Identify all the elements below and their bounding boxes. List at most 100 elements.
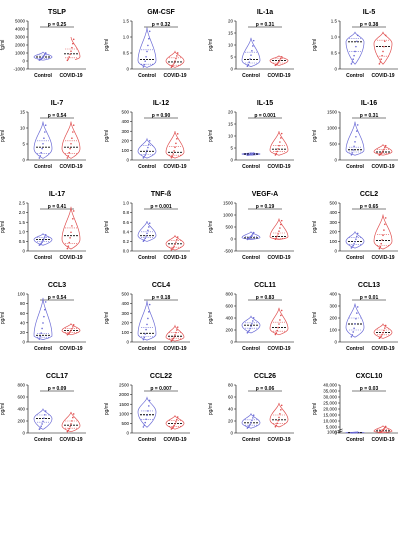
violin-covid [373, 31, 393, 65]
data-point [44, 52, 47, 54]
data-point [44, 308, 46, 311]
data-point [356, 232, 359, 235]
data-point [66, 247, 69, 250]
y-tick-label: 200 [225, 328, 233, 333]
y-tick-label: 60 [228, 395, 234, 400]
data-point [381, 239, 383, 241]
data-point [40, 151, 42, 154]
data-point [173, 336, 175, 338]
data-point [354, 240, 356, 243]
data-point [174, 423, 176, 425]
data-point [350, 336, 353, 338]
p-value-label: p = 0.001 [254, 113, 275, 119]
y-axis-label: pg/ml [312, 221, 318, 233]
y-tick-label: 35,000 [323, 389, 337, 394]
data-point [42, 56, 44, 58]
chart-title: CCL2 [360, 191, 378, 198]
data-point [44, 236, 46, 238]
y-tick-label: 3000 [15, 35, 26, 40]
p-value-label: p = 0.32 [152, 22, 171, 28]
y-tick-label: 5 [230, 146, 233, 151]
y-tick-label: 0.5 [19, 239, 26, 244]
y-tick-label: 200 [17, 419, 25, 424]
y-tick-label: 500 [121, 292, 129, 297]
data-point [176, 52, 179, 54]
data-point [143, 155, 146, 158]
data-point [70, 231, 72, 234]
x-category-label: Control [34, 437, 52, 443]
data-point [146, 414, 148, 417]
data-point [68, 56, 70, 58]
data-point [350, 154, 353, 156]
data-point [251, 419, 253, 422]
data-point [70, 142, 72, 145]
data-point [275, 152, 278, 155]
p-value-label: p = 0.90 [152, 113, 171, 119]
data-point [142, 66, 145, 68]
data-point [380, 58, 383, 61]
y-tick-label: 40 [20, 320, 26, 325]
data-point [355, 317, 357, 320]
x-category-label: Control [34, 346, 52, 352]
data-point [353, 54, 355, 57]
y-tick-label: 200 [329, 316, 337, 321]
data-point [384, 34, 387, 37]
data-point [279, 141, 281, 143]
data-point [72, 326, 74, 328]
data-point [249, 327, 251, 330]
data-point [147, 317, 149, 320]
data-point [176, 238, 178, 241]
data-point [381, 54, 383, 57]
y-tick-label: 20 [228, 419, 234, 424]
y-tick-label: 500 [121, 421, 129, 426]
y-axis-label: pg/ml [104, 403, 110, 415]
data-point [173, 150, 175, 152]
data-point [43, 137, 45, 139]
violin-covid [373, 214, 393, 250]
data-point [41, 241, 43, 243]
y-tick-label: 4000 [15, 27, 26, 32]
data-point [146, 50, 148, 53]
data-point [72, 217, 74, 220]
p-value-label: p = 0.31 [256, 22, 275, 28]
y-tick-label: 1500 [327, 110, 338, 115]
y-tick-label: 2000 [15, 43, 26, 48]
data-point [354, 141, 356, 143]
y-tick-label: 0 [334, 67, 337, 72]
chart-panel-il-5: IL-5 0 0.5 1.0 1.5 pg/ml p = 0.38 Control COVID-… [312, 9, 398, 79]
data-point [251, 322, 253, 325]
y-tick-label: 1000 [327, 126, 338, 131]
y-tick-label: 500 [329, 201, 337, 206]
y-axis-label: pg/ml [208, 312, 214, 324]
data-point [172, 153, 174, 155]
p-value-label: p = 0.19 [256, 204, 275, 210]
chart-panel-il-17: IL-17 0 0.5 1.0 1.5 2.0 2.5 pg/ml p = 0.41 Contro… [0, 191, 86, 261]
data-point [148, 311, 150, 313]
data-point [277, 233, 279, 235]
p-value-label: p = 0.25 [48, 22, 67, 28]
data-point [175, 57, 177, 60]
data-point [279, 59, 281, 61]
x-category-label: Control [138, 164, 156, 170]
y-tick-label: 0.5 [123, 51, 130, 56]
chart-panel-gm-csf: GM-CSF 0 0.5 1.0 1.5 pg/ml p = 0.32 Control COVI… [104, 9, 190, 79]
data-point [176, 416, 179, 418]
y-tick-label: 300 [329, 304, 337, 309]
x-category-label: COVID-19 [267, 437, 290, 443]
violin-control [345, 31, 365, 65]
x-category-label: COVID-19 [267, 73, 290, 79]
data-point [247, 331, 250, 333]
data-point [69, 425, 71, 428]
violin-control [33, 408, 53, 430]
data-point [383, 428, 385, 430]
data-point [176, 418, 178, 421]
data-point [66, 430, 69, 433]
data-point [247, 63, 250, 66]
data-point [172, 426, 174, 428]
data-point [351, 246, 354, 248]
x-category-label: Control [34, 164, 52, 170]
data-point [71, 225, 73, 227]
data-point [69, 237, 71, 239]
data-point [378, 63, 381, 65]
data-point [353, 327, 355, 330]
